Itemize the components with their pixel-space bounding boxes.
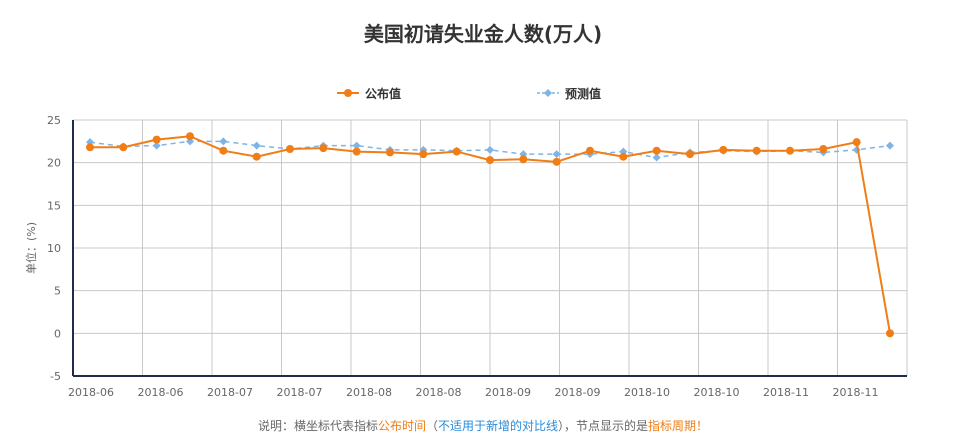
x-tick-label: 2018-11 [763,386,809,399]
legend-label-published: 公布值 [365,86,402,101]
y-tick-label: 0 [54,327,61,340]
forecast-point [652,153,661,162]
x-tick-label: 2018-06 [68,386,114,399]
chart-title: 美国初请失业金人数(万人) [363,22,603,46]
forecast-point [886,141,894,150]
published-point [852,138,861,147]
y-tick-label: 20 [47,157,61,170]
published-point [219,146,228,155]
published-point [352,147,361,156]
note-not-for-new: 不适用于新增的对比线 [437,419,558,433]
x-tick-label: 2018-07 [277,386,323,399]
note-paren-open: （ [425,419,438,433]
published-point [719,145,728,154]
note-middle: ，节点显示的是 [564,419,649,433]
legend-label-forecast: 预测值 [565,86,602,101]
published-point [119,143,128,152]
published-point [419,150,428,159]
published-point [586,146,594,155]
legend: 公布值 预测值 [0,83,966,103]
published-point [619,152,628,161]
published-point [786,146,794,155]
published-point [186,132,194,141]
x-tick-label: 2018-06 [138,386,184,399]
published-point [319,144,328,153]
published-point [252,152,261,161]
y-tick-label: 10 [47,242,61,255]
published-point [86,143,94,152]
x-tick-label: 2018-10 [694,386,740,399]
legend-item-forecast[interactable]: 预测值 [537,83,601,103]
forecast-point [352,141,361,150]
published-point [486,156,494,165]
y-axis-label: 单位：(%) [24,222,38,274]
published-point [286,145,294,154]
published-point [386,148,394,157]
published-point [652,146,661,155]
published-point [886,329,894,338]
x-tick-label: 2018-11 [833,386,879,399]
note-prefix: 说明：横坐标代表指标 [257,419,378,433]
y-tick-label: 15 [47,199,61,212]
x-tick-label: 2018-09 [485,386,531,399]
published-legend-marker-icon [337,89,359,97]
note-time: 公布时间 [377,419,426,433]
published-point [752,146,761,155]
chart-note: 说明：横坐标代表指标公布时间（不适用于新增的对比线），节点显示的是指标周期！ [0,417,966,434]
note-paren-close: ） [558,419,565,433]
published-point [519,155,528,164]
y-tick-label: 5 [54,285,61,298]
note-period: 指标周期！ [648,419,709,433]
forecast-legend-marker-icon [537,89,559,97]
published-point [152,135,161,144]
published-point [686,150,694,159]
x-tick-label: 2018-08 [416,386,462,399]
x-tick-label: 2018-08 [346,386,392,399]
forecast-point [486,145,494,154]
x-tick-label: 2018-07 [207,386,253,399]
forecast-point [552,150,561,159]
y-tick-label: 25 [47,114,61,127]
forecast-point [152,141,161,150]
published-point [552,157,561,166]
x-tick-label: 2018-10 [624,386,670,399]
forecast-point [219,137,228,146]
forecast-point [252,141,261,150]
legend-item-published[interactable]: 公布值 [337,83,401,103]
published-point [819,145,828,154]
x-tick-label: 2018-09 [555,386,601,399]
y-tick-label: -5 [50,370,61,383]
published-point [452,147,461,156]
